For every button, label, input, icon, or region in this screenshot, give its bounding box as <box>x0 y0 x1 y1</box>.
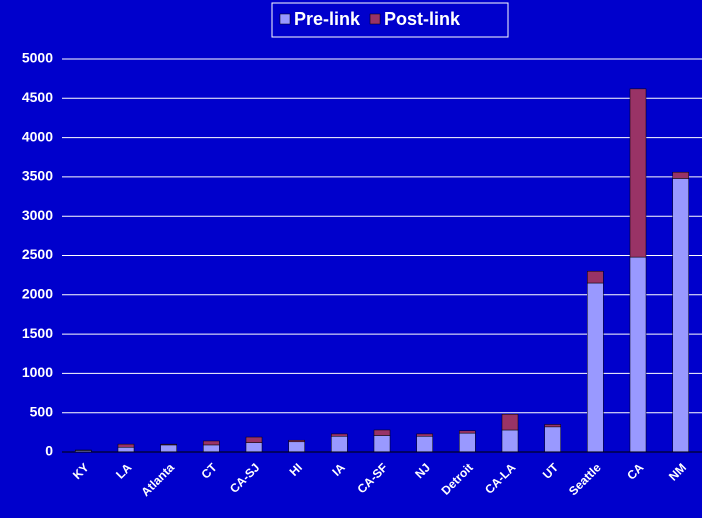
x-tick-label: KY <box>70 460 92 482</box>
bar-segment <box>587 282 604 453</box>
bar-segment <box>672 178 689 453</box>
y-tick-label: 2500 <box>22 246 53 262</box>
bar-segment <box>459 432 476 453</box>
x-tick-label: Atlanta <box>138 460 177 499</box>
y-tick-label: 1000 <box>22 364 53 380</box>
bar-segment <box>373 429 391 436</box>
bar-segment <box>672 171 689 179</box>
y-tick-label: 0 <box>45 443 53 459</box>
bar-segment <box>629 256 647 453</box>
x-tick-label: CA <box>624 460 646 482</box>
x-tick-label: LA <box>113 460 134 481</box>
legend-box <box>271 2 509 38</box>
y-tick-label: 1500 <box>22 325 53 341</box>
bar-segment <box>501 429 519 453</box>
bar-segment <box>459 430 476 434</box>
y-tick-label: 2000 <box>22 286 53 302</box>
bar-segment <box>160 444 177 453</box>
bar-segment <box>203 440 220 446</box>
y-tick-label: 3000 <box>22 207 53 223</box>
bar-segment <box>629 88 647 258</box>
x-tick-label: CA-SF <box>355 460 391 496</box>
bar-segment <box>245 436 263 443</box>
bar-segment <box>160 443 177 446</box>
legend-label: Post-link <box>384 9 461 29</box>
x-tick-label: NM <box>666 460 689 483</box>
x-tick-label: CT <box>198 460 220 482</box>
bar-segment <box>587 270 604 284</box>
bar-segment <box>331 436 348 453</box>
bar-segment <box>373 435 391 453</box>
x-tick-label: IA <box>329 460 348 479</box>
bar-segment <box>288 441 305 453</box>
bar-segment <box>203 444 220 453</box>
y-tick-label: 500 <box>30 403 54 419</box>
x-tick-label: HI <box>287 460 305 478</box>
x-tick-label: Seattle <box>566 460 604 498</box>
y-tick-label: 3500 <box>22 168 53 184</box>
x-tick-label: CA-LA <box>482 460 519 497</box>
x-tick-label: NJ <box>412 460 433 481</box>
y-tick-label: 5000 <box>22 50 53 66</box>
bar-segment <box>544 426 561 453</box>
y-tick-label: 4500 <box>22 89 53 105</box>
bar-segment <box>245 442 263 453</box>
bar-segment <box>501 414 519 431</box>
x-tick-label: UT <box>540 460 562 482</box>
legend-label: Pre-link <box>294 9 361 29</box>
legend-swatch <box>279 13 291 25</box>
bar-segment <box>544 424 561 428</box>
x-tick-label: CA-SJ <box>227 460 262 495</box>
legend: Pre-link Post-link <box>271 2 509 38</box>
legend-swatch <box>369 13 381 25</box>
bar-segment <box>416 436 433 453</box>
bar-segment <box>288 439 305 443</box>
x-tick-label: Detroit <box>438 460 475 497</box>
bar-segment <box>416 433 433 437</box>
bar-segment <box>117 447 135 453</box>
y-tick-label: 4000 <box>22 128 53 144</box>
bar-segment <box>117 443 135 448</box>
bar-segment <box>331 433 348 437</box>
